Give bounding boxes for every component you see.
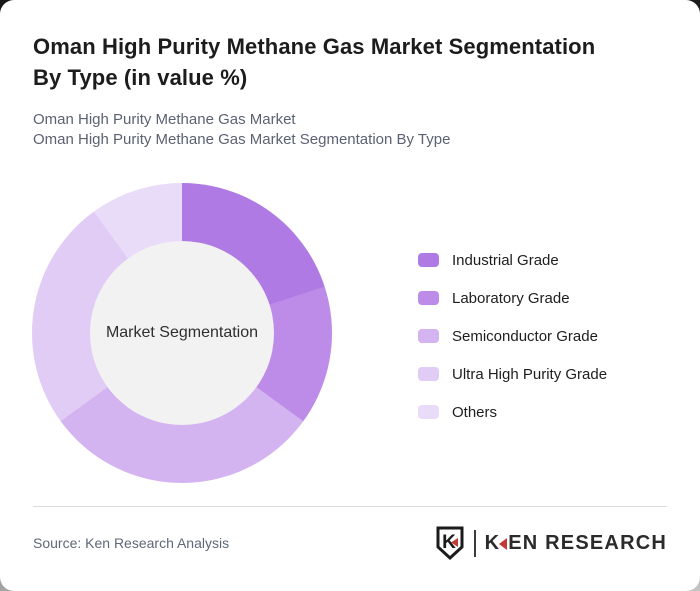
logo-letter-k: K: [484, 531, 501, 554]
donut-chart: Market Segmentation: [32, 183, 332, 483]
legend-swatch: [418, 367, 439, 381]
page-title-line2: By Type (in value %): [33, 65, 248, 90]
logo-wordmark: K EN RESEARCH: [485, 532, 667, 555]
legend-label: Others: [452, 403, 498, 421]
legend-item: Ultra High Purity Grade: [418, 365, 607, 383]
legend-swatch: [418, 329, 439, 343]
page-title: Oman High Purity Methane Gas Market Segm…: [33, 31, 595, 93]
ken-research-logo: K K EN RESEARCH: [435, 526, 667, 560]
donut-hole: Market Segmentation: [90, 241, 274, 425]
page-title-line1: Oman High Purity Methane Gas Market Segm…: [33, 34, 596, 59]
chart-legend: Industrial Grade Laboratory Grade Semicond…: [418, 251, 607, 441]
donut-center-label: Market Segmentation: [105, 324, 259, 341]
shield-letter: K: [442, 532, 456, 553]
legend-swatch: [418, 291, 439, 305]
subtitle-segmentation: Oman High Purity Methane Gas Market Segm…: [33, 131, 451, 148]
subtitle-market: Oman High Purity Methane Gas Market: [33, 111, 296, 128]
legend-label: Industrial Grade: [452, 251, 559, 269]
legend-item: Industrial Grade: [418, 251, 607, 269]
footer: Source: Ken Research Analysis K K EN RESE…: [33, 524, 667, 562]
legend-item: Semiconductor Grade: [418, 327, 607, 345]
legend-label: Semiconductor Grade: [452, 327, 598, 345]
logo-red-triangle-icon: [499, 537, 508, 550]
chart-subtitles: Oman High Purity Methane Gas Market Oman…: [33, 110, 450, 150]
legend-swatch: [418, 405, 439, 419]
source-note: Source: Ken Research Analysis: [33, 535, 230, 551]
footer-divider: [33, 506, 667, 507]
ken-research-shield-icon: K: [436, 526, 464, 560]
logo-divider: [473, 529, 476, 557]
logo-text-rest: EN RESEARCH: [508, 531, 667, 554]
legend-item: Laboratory Grade: [418, 289, 607, 307]
legend-label: Ultra High Purity Grade: [452, 365, 608, 383]
legend-label: Laboratory Grade: [452, 289, 570, 307]
legend-item: Others: [418, 403, 607, 421]
legend-swatch: [418, 253, 439, 267]
